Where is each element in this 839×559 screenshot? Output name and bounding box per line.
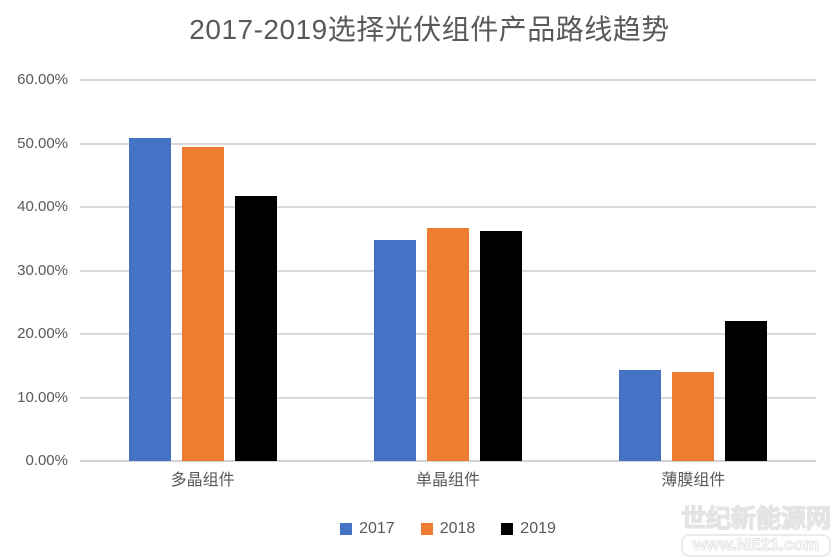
bar-2018-category1	[181, 147, 224, 461]
legend-label-2017: 2017	[359, 520, 395, 537]
y-tick-label-20: 20.00%	[17, 325, 68, 342]
legend-label-2018: 2018	[439, 520, 476, 537]
legend-swatch-2017	[340, 523, 353, 535]
legend-swatch-2019	[501, 523, 514, 535]
bar-2018-category2	[427, 227, 469, 461]
y-tick-label-50: 50.00%	[17, 134, 68, 152]
y-tick-label-40: 40.00%	[17, 198, 68, 215]
chart-title: 2017-2019选择光伏组件产品路线趋势	[189, 14, 670, 45]
legend-swatch-2018	[420, 523, 433, 535]
bar-2018-category3	[672, 372, 715, 461]
bar-2017-category2	[374, 240, 416, 461]
bar-2019-category3	[725, 321, 768, 461]
y-tick-label-30: 30.00%	[17, 261, 68, 279]
bar-2019-category2	[480, 230, 522, 461]
legend-label-2019: 2019	[520, 520, 556, 537]
gridline-40	[80, 206, 816, 208]
y-tick-label-60: 60.00%	[17, 71, 68, 88]
x-category-label-3: 薄膜组件	[661, 472, 726, 489]
bar-group-3	[619, 80, 768, 461]
gridline-0	[80, 460, 816, 462]
y-tick-label-0: 0.00%	[25, 452, 68, 469]
x-category-label-2: 单晶组件	[415, 472, 481, 489]
bar-2017-category1	[128, 137, 171, 461]
y-tick-label-10: 10.00%	[17, 388, 68, 406]
gridline-60	[80, 79, 816, 81]
legend-item-2018: 2018	[420, 520, 476, 538]
bar-group-2	[374, 80, 522, 461]
legend-item-2017: 2017	[340, 520, 395, 538]
plot-area	[80, 79, 816, 462]
gridline-50	[80, 142, 816, 145]
x-category-label-1: 多晶组件	[170, 472, 235, 489]
bar-2017-category3	[619, 370, 662, 461]
legend: 2017 2018 2019	[80, 519, 816, 539]
legend-item-2019: 2019	[501, 520, 556, 538]
bar-2019-category1	[234, 196, 277, 461]
x-axis-labels: 多晶组件 单晶组件 薄膜组件	[80, 471, 816, 493]
bar-group-1	[128, 80, 277, 461]
y-axis-labels: 0.00% 10.00% 20.00% 30.00% 40.00% 50.00% 60.00…	[0, 71, 68, 469]
